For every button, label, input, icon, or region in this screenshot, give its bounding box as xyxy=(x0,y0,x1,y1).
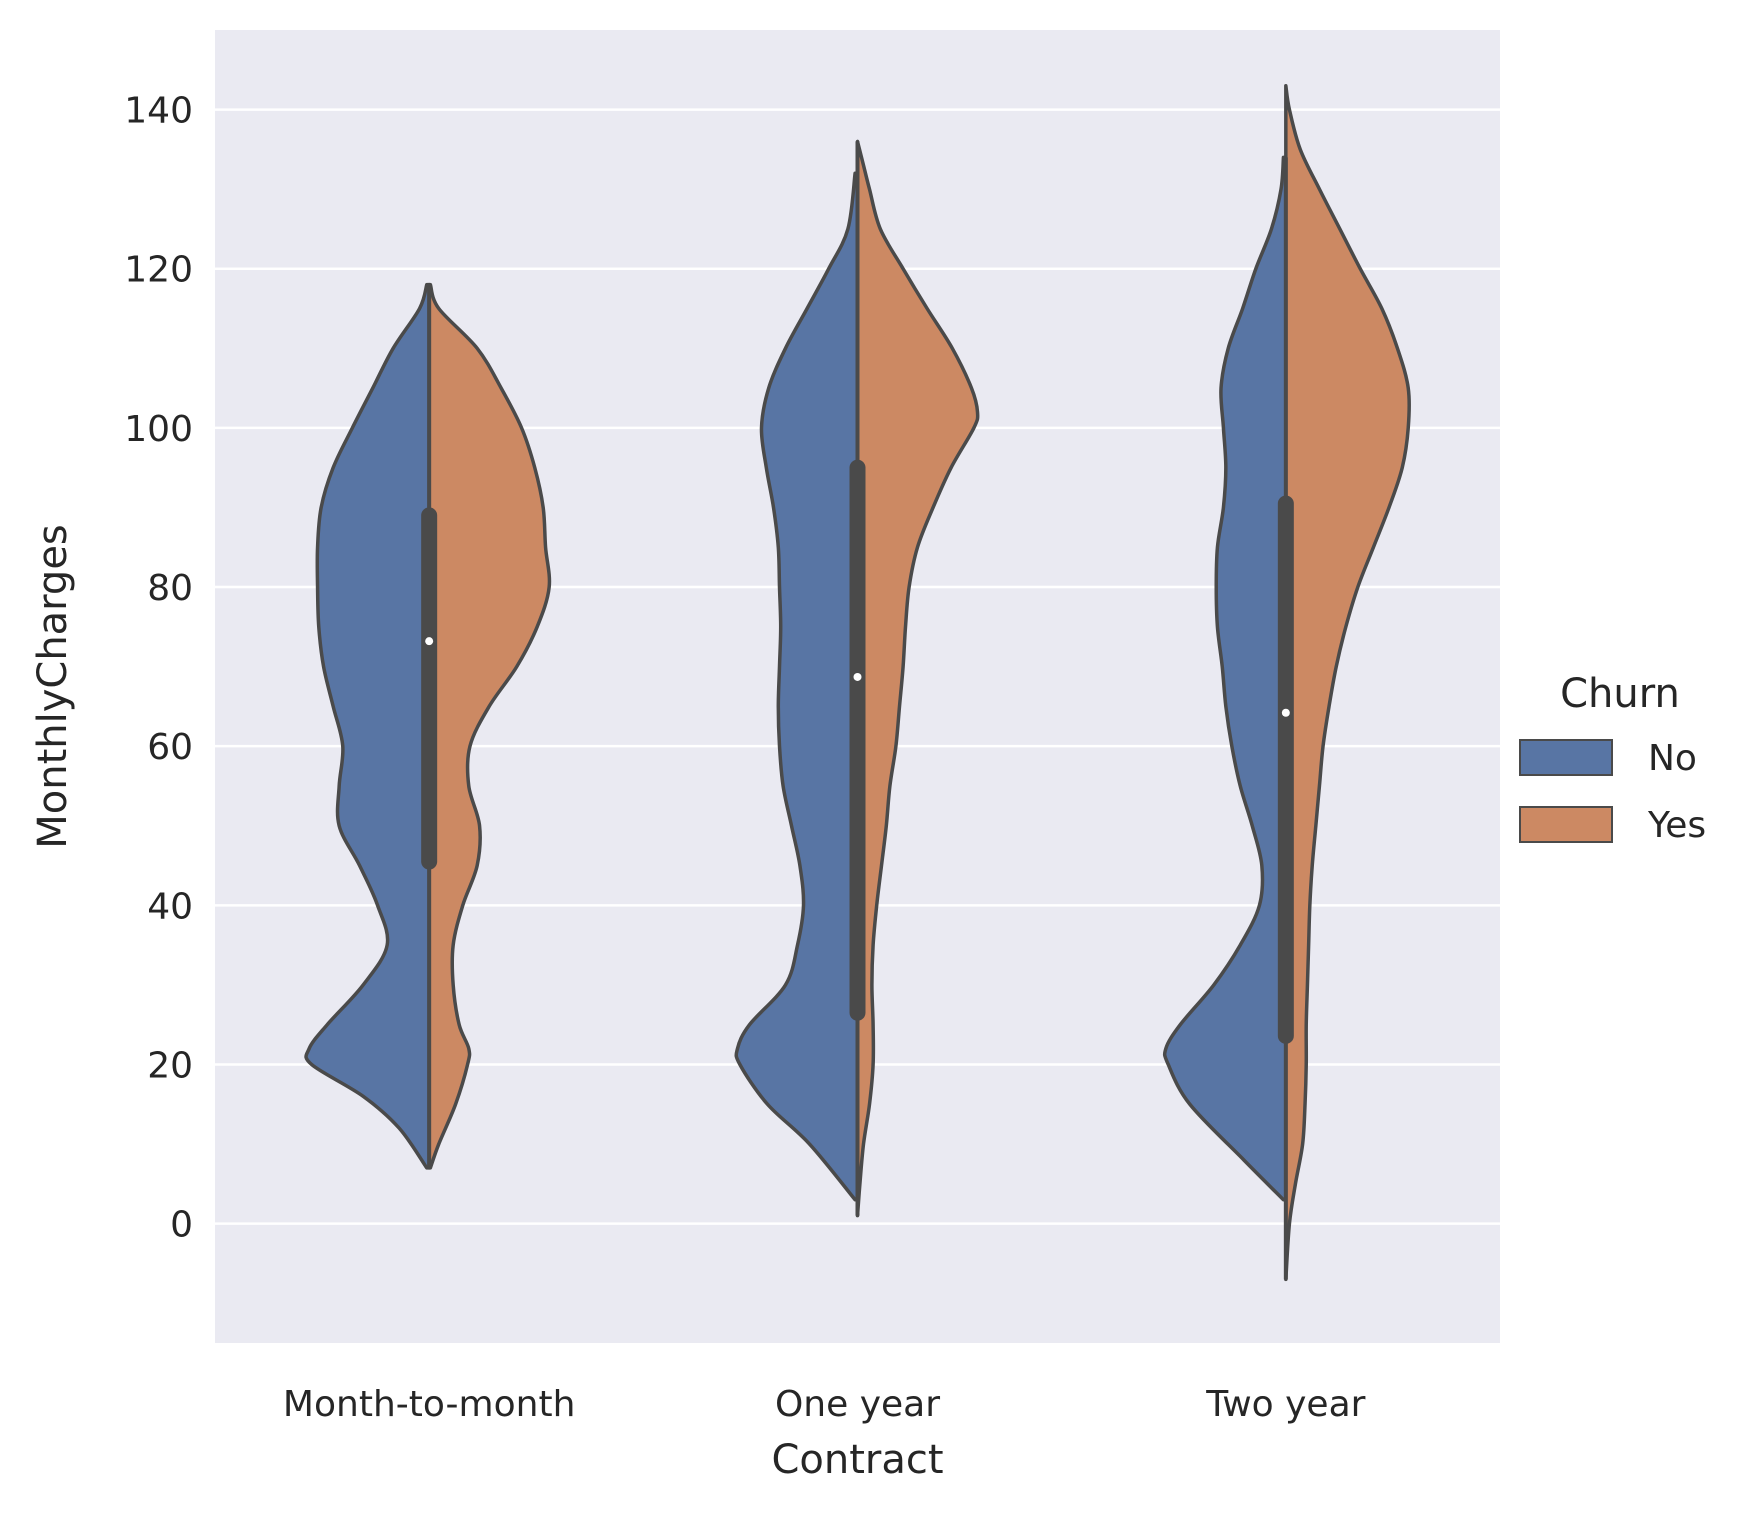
y-tick-label: 140 xyxy=(124,91,193,132)
legend: Churn No Yes xyxy=(1519,671,1706,846)
y-tick-label: 120 xyxy=(124,250,193,291)
violin-no-0 xyxy=(304,282,431,1170)
violin-yes-0 xyxy=(427,282,552,1170)
x-axis-label: Contract xyxy=(771,1437,943,1483)
legend-swatch-no xyxy=(1519,739,1613,776)
x-tick-labels: Month-to-month One year Two year xyxy=(283,1384,1366,1425)
legend-label-yes: Yes xyxy=(1647,805,1706,846)
y-tick-label: 0 xyxy=(170,1205,193,1246)
x-tick-label: Month-to-month xyxy=(283,1384,575,1425)
y-tick-label: 100 xyxy=(124,409,193,450)
legend-swatch-yes xyxy=(1519,806,1613,843)
violin-no-1 xyxy=(734,171,860,1202)
legend-label-no: No xyxy=(1648,738,1697,779)
violin-no-2 xyxy=(1162,155,1288,1202)
violin-yes-1 xyxy=(855,139,980,1218)
y-axis-label: MonthlyCharges xyxy=(30,524,76,849)
median-point xyxy=(853,672,862,681)
y-tick-label: 40 xyxy=(147,886,193,927)
violin-yes-2 xyxy=(1284,83,1412,1282)
x-tick-label: Two year xyxy=(1205,1384,1365,1425)
median-point xyxy=(1281,708,1290,717)
violins xyxy=(304,83,1412,1282)
y-tick-label: 80 xyxy=(147,568,193,609)
y-tick-labels: 0 20 40 60 80 100 120 140 xyxy=(124,91,193,1246)
y-tick-label: 20 xyxy=(147,1045,193,1086)
x-tick-label: One year xyxy=(775,1384,940,1425)
inner-boxes xyxy=(421,141,1294,1280)
y-tick-label: 60 xyxy=(147,727,193,768)
median-point xyxy=(425,637,434,646)
legend-title: Churn xyxy=(1560,671,1680,717)
